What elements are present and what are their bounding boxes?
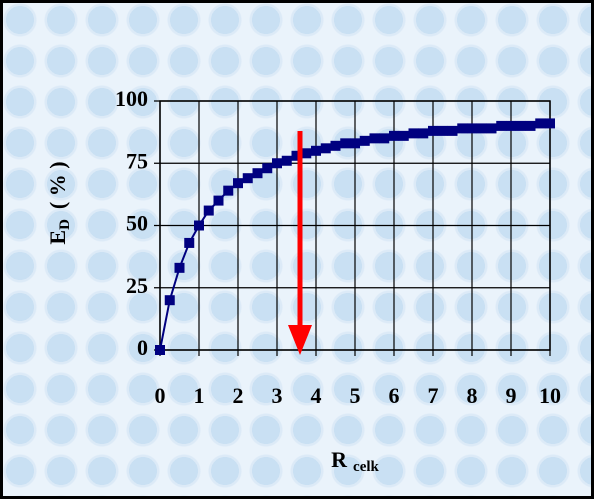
data-point xyxy=(184,237,195,248)
data-point xyxy=(233,178,243,189)
data-point xyxy=(418,128,429,139)
data-point xyxy=(320,143,331,154)
data-point xyxy=(398,130,409,141)
data-point xyxy=(340,138,351,149)
data-point xyxy=(486,123,497,134)
x-tick-label: 10 xyxy=(539,383,561,408)
data-point xyxy=(213,195,224,206)
data-point xyxy=(467,123,477,134)
data-point xyxy=(389,130,399,141)
data-point xyxy=(272,158,282,169)
x-tick-label: 5 xyxy=(350,383,361,408)
data-point xyxy=(506,120,516,131)
x-tick-label: 3 xyxy=(272,383,283,408)
data-point xyxy=(311,145,321,156)
data-point xyxy=(281,155,292,166)
arrow-head xyxy=(288,325,312,355)
data-point xyxy=(515,120,526,131)
x-tick-label: 8 xyxy=(467,383,478,408)
y-tick-label: 100 xyxy=(115,86,148,111)
data-point xyxy=(369,133,380,144)
data-point xyxy=(476,123,487,134)
data-point xyxy=(535,118,546,129)
x-tick-label: 7 xyxy=(428,383,439,408)
data-point xyxy=(301,148,312,159)
data-point xyxy=(447,125,458,136)
data-point xyxy=(457,123,468,134)
data-point xyxy=(203,205,214,216)
data-point xyxy=(350,138,360,149)
data-point xyxy=(496,120,507,131)
data-point xyxy=(164,295,175,306)
data-point xyxy=(525,120,536,131)
x-tick-label: 1 xyxy=(194,383,205,408)
x-tick-label: 9 xyxy=(506,383,517,408)
data-point xyxy=(223,185,234,196)
data-point xyxy=(252,168,263,179)
x-tick-label: 2 xyxy=(233,383,244,408)
data-point xyxy=(379,133,390,144)
data-point xyxy=(545,118,555,129)
data-point xyxy=(262,163,273,174)
data-point xyxy=(408,128,419,139)
y-axis-label: ED ( % ) xyxy=(45,161,73,244)
y-tick-label: 0 xyxy=(137,335,148,360)
data-point xyxy=(428,125,438,136)
y-label-sub: D xyxy=(57,219,73,230)
x-label-sub: celk xyxy=(353,459,379,475)
data-point xyxy=(174,262,185,273)
x-tick-label: 0 xyxy=(155,383,166,408)
annotation-arrow xyxy=(288,131,312,355)
x-label-main: R xyxy=(331,447,348,472)
data-point xyxy=(330,140,341,151)
data-point xyxy=(194,220,204,231)
y-tick-label: 50 xyxy=(126,211,148,236)
data-point xyxy=(291,150,302,161)
y-tick-label: 75 xyxy=(126,148,148,173)
y-label-unit: ( % ) xyxy=(45,161,70,209)
data-point xyxy=(437,125,448,136)
y-tick-label: 25 xyxy=(126,273,148,298)
data-point xyxy=(155,345,165,355)
data-point xyxy=(359,135,370,146)
x-tick-label: 4 xyxy=(311,383,322,408)
y-label-main: E xyxy=(45,230,70,245)
data-point xyxy=(242,173,253,184)
x-tick-label: 6 xyxy=(389,383,400,408)
